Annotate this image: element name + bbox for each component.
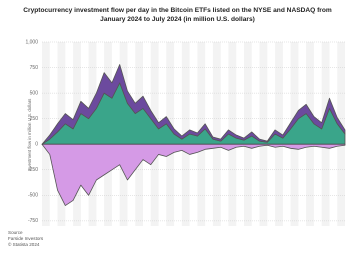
y-axis-label: Investment flow in million U.S. dollars [27,98,32,172]
y-tick-label: 500 [30,90,39,96]
y-tick-label: -250 [28,167,38,173]
y-tick-label: -500 [28,193,38,199]
source-name: Farside Investors [8,236,44,241]
source-label: Source [8,230,23,235]
copyright: © Statista 2024 [8,241,40,247]
area [41,64,346,145]
background-band [244,42,252,226]
y-tick-label: -750 [28,218,38,224]
background-band [259,42,268,226]
title-box: Cryptocurrency investment flow per day i… [23,7,332,23]
background-band [42,42,50,226]
background-band [212,42,221,226]
y-tick-label: 250 [30,116,39,122]
area [41,143,346,206]
y-tick-label: 0 [35,142,38,148]
y-tick-label: 750 [30,65,39,71]
y-tick-label: 1,000 [25,39,38,45]
chart-title: Cryptocurrency investment flow per day i… [23,7,332,23]
